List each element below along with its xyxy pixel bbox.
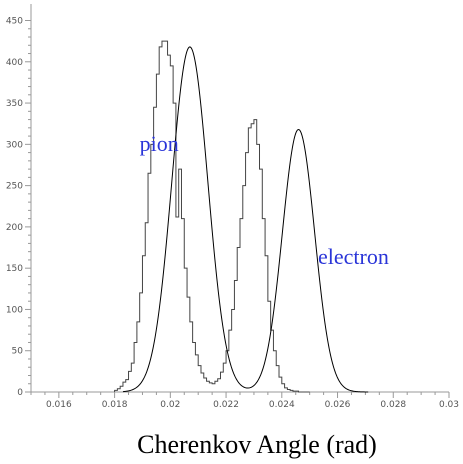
y-tick-label: 250 <box>6 182 23 192</box>
y-tick-label: 100 <box>6 305 23 315</box>
axes <box>30 4 449 393</box>
y-tick-label: 50 <box>12 347 24 357</box>
x-tick-label: 0.03 <box>439 400 459 410</box>
y-tick-label: 350 <box>6 99 23 109</box>
x-tick-label: 0.026 <box>325 400 351 410</box>
x-ticks: 0.016 0.018 0.02 0.022 0.024 0.026 0.028 0.03 <box>30 392 459 410</box>
x-axis-label: Cherenkov Angle (rad) <box>137 430 377 459</box>
y-tick-label: 150 <box>6 264 23 274</box>
y-ticks: 0 50 100 150 200 250 300 350 400 450 <box>6 17 31 398</box>
annotation-electron: electron <box>318 244 389 269</box>
x-tick-label: 0.02 <box>160 400 180 410</box>
y-tick-label: 300 <box>6 140 23 150</box>
x-tick-label: 0.018 <box>102 400 128 410</box>
annotation-pion: pion <box>140 131 179 156</box>
x-tick-label: 0.016 <box>46 400 72 410</box>
y-tick-label: 400 <box>6 58 23 68</box>
x-tick-label: 0.022 <box>213 400 239 410</box>
x-tick-label: 0.028 <box>380 400 406 410</box>
x-tick-label: 0.024 <box>269 400 295 410</box>
histogram-series <box>114 40 310 393</box>
y-tick-label: 200 <box>6 223 23 233</box>
y-tick-label: 0 <box>17 388 23 398</box>
fit-curve-series <box>122 46 369 393</box>
y-tick-label: 450 <box>6 17 23 27</box>
